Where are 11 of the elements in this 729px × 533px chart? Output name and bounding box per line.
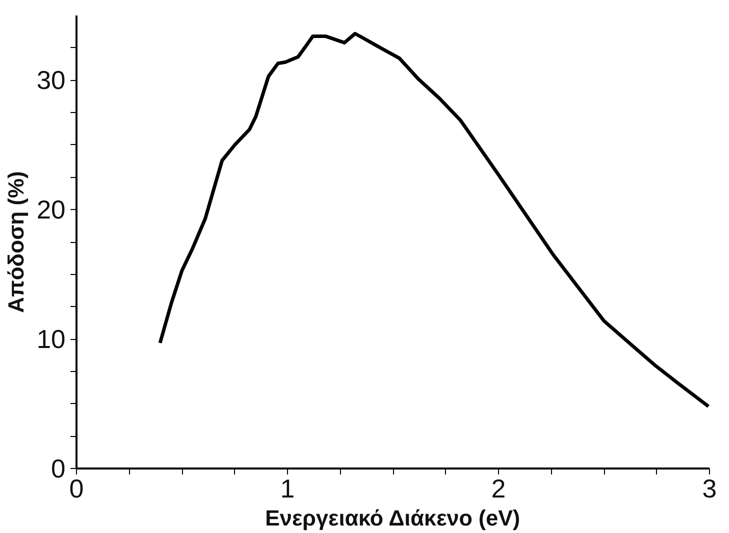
- y-axis-title: Απόδοση (%): [4, 171, 29, 313]
- x-tick-label: 3: [702, 474, 717, 504]
- y-tick-label: 30: [36, 65, 66, 96]
- x-axis-title: Ενεργειακό Διάκενο (eV): [265, 506, 520, 530]
- y-tick-label: 0: [51, 454, 66, 484]
- y-tick-label: 10: [36, 324, 66, 354]
- line-series: [158, 32, 710, 408]
- x-tick-label: 2: [491, 474, 506, 504]
- x-tick-label: 1: [280, 474, 295, 504]
- x-tick-label: 0: [69, 474, 84, 504]
- y-tick-label: 20: [36, 194, 66, 225]
